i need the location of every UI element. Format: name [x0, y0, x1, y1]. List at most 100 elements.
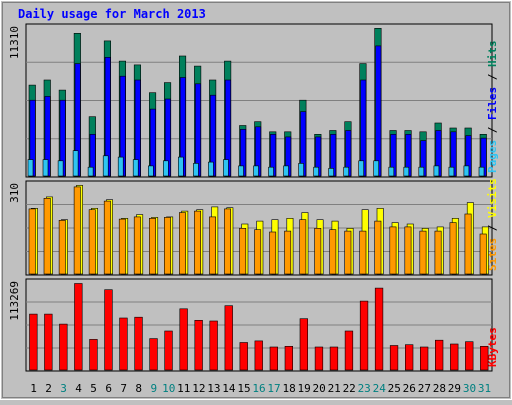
y-max-label: 310: [8, 183, 21, 203]
bar-kbytes-day-30: [465, 341, 474, 371]
x-tick-label-28: 28: [433, 382, 446, 395]
bar-sites-day-25: [389, 226, 397, 275]
bar-pages-day-24: [373, 160, 380, 177]
bar-sites-day-28: [434, 230, 442, 275]
legend-item: Sites: [486, 238, 499, 271]
bar-kbytes-day-14: [224, 305, 233, 371]
bar-sites-day-9: [149, 218, 156, 275]
bar-kbytes-day-3: [59, 323, 68, 371]
bar-kbytes-day-27: [419, 346, 429, 371]
bar-pages-day-15: [238, 165, 244, 177]
bar-pages-day-1: [27, 159, 34, 177]
x-tick-label-5: 5: [90, 382, 97, 395]
bar-pages-day-26: [403, 166, 410, 177]
x-tick-label-6: 6: [105, 382, 112, 395]
x-tick-label-19: 19: [297, 382, 310, 395]
x-tick-label-13: 13: [207, 382, 220, 395]
legend-separator: /: [486, 67, 499, 87]
bar-pages-day-19: [298, 163, 304, 177]
bar-kbytes-day-1: [29, 313, 38, 371]
bar-pages-day-10: [163, 160, 169, 177]
bar-pages-day-14: [223, 159, 229, 177]
legend-item: Hits: [486, 41, 499, 68]
bar-pages-day-29: [448, 166, 455, 177]
bar-sites-day-16: [254, 229, 262, 275]
x-tick-label-29: 29: [448, 382, 461, 395]
chart-panels: 11310 Pages / Files / Hits 310 Sites / Visi…: [8, 23, 499, 372]
bar-sites-day-12: [194, 210, 201, 275]
bar-files-day-24: [375, 45, 382, 177]
bar-kbytes-day-13: [209, 320, 218, 371]
bar-sites-day-6: [103, 200, 111, 275]
bar-sites-day-23: [359, 230, 367, 275]
bar-kbytes-day-4: [74, 283, 83, 371]
x-tick-label-2: 2: [45, 382, 52, 395]
bar-kbytes-day-20: [314, 346, 324, 371]
x-tick-label-23: 23: [358, 382, 371, 395]
bar-sites-day-2: [43, 198, 51, 275]
x-tick-label-15: 15: [237, 382, 250, 395]
bar-sites-day-18: [284, 230, 292, 275]
bar-sites-day-17: [269, 231, 277, 275]
x-tick-label-14: 14: [222, 382, 236, 395]
bar-sites-day-3: [58, 220, 66, 275]
bar-pages-day-21: [328, 168, 334, 177]
bar-pages-day-16: [253, 165, 259, 177]
bar-pages-day-13: [208, 161, 214, 177]
x-tick-label-7: 7: [120, 382, 127, 395]
bar-sites-day-27: [419, 230, 427, 275]
bar-sites-day-11: [179, 212, 186, 275]
bar-kbytes-day-5: [89, 339, 98, 371]
bar-kbytes-day-6: [104, 289, 113, 371]
x-tick-label-3: 3: [60, 382, 67, 395]
x-tick-label-8: 8: [135, 382, 142, 395]
x-tick-label-27: 27: [418, 382, 431, 395]
x-tick-label-12: 12: [192, 382, 205, 395]
bar-kbytes-day-28: [434, 339, 444, 371]
bar-kbytes-day-16: [254, 340, 263, 371]
bar-kbytes-day-24: [374, 287, 384, 371]
panel-3: 113269 KBytes: [8, 278, 499, 372]
bar-sites-day-14: [224, 208, 231, 275]
bar-pages-day-6: [102, 155, 109, 177]
x-tick-label-4: 4: [75, 382, 82, 395]
bar-sites-day-8: [133, 216, 141, 275]
x-tick-label-1: 1: [30, 382, 37, 395]
x-tick-label-9: 9: [150, 382, 157, 395]
bar-pages-day-22: [343, 166, 350, 177]
bar-pages-day-25: [388, 166, 395, 177]
bar-pages-day-30: [463, 165, 470, 177]
bar-kbytes-day-26: [404, 344, 414, 371]
x-tick-label-18: 18: [282, 382, 295, 395]
bar-kbytes-day-29: [450, 343, 459, 371]
bar-sites-day-19: [299, 219, 307, 275]
bar-files-day-12: [195, 83, 202, 177]
bar-pages-day-18: [283, 165, 289, 177]
bar-sites-day-10: [164, 217, 171, 275]
bar-kbytes-day-18: [284, 345, 293, 371]
bar-pages-day-8: [132, 159, 139, 177]
bar-pages-day-5: [87, 166, 94, 177]
axis-legend: Pages / Files / Hits: [486, 41, 499, 174]
bar-sites-day-22: [344, 230, 352, 275]
bar-sites-day-4: [73, 186, 81, 275]
bar-kbytes-day-11: [179, 308, 188, 371]
bar-kbytes-day-21: [329, 346, 339, 371]
bar-kbytes-day-19: [299, 318, 308, 371]
y-max-label: 113269: [8, 281, 21, 321]
bar-sites-day-26: [404, 226, 412, 275]
legend-item: Visits: [486, 178, 499, 218]
legend-item: Pages: [486, 140, 499, 173]
x-tick-label-17: 17: [267, 382, 280, 395]
x-tick-label-24: 24: [373, 382, 387, 395]
bar-kbytes-day-22: [344, 330, 354, 371]
bar-sites-day-20: [314, 228, 322, 275]
x-tick-label-10: 10: [162, 382, 175, 395]
bar-pages-day-3: [57, 160, 64, 177]
axis-legend: KBytes: [486, 327, 499, 367]
bar-pages-day-7: [117, 156, 124, 177]
bar-kbytes-day-9: [149, 338, 158, 371]
x-tick-label-31: 31: [478, 382, 491, 395]
bar-pages-day-20: [313, 166, 319, 177]
bar-kbytes-day-17: [269, 346, 278, 371]
